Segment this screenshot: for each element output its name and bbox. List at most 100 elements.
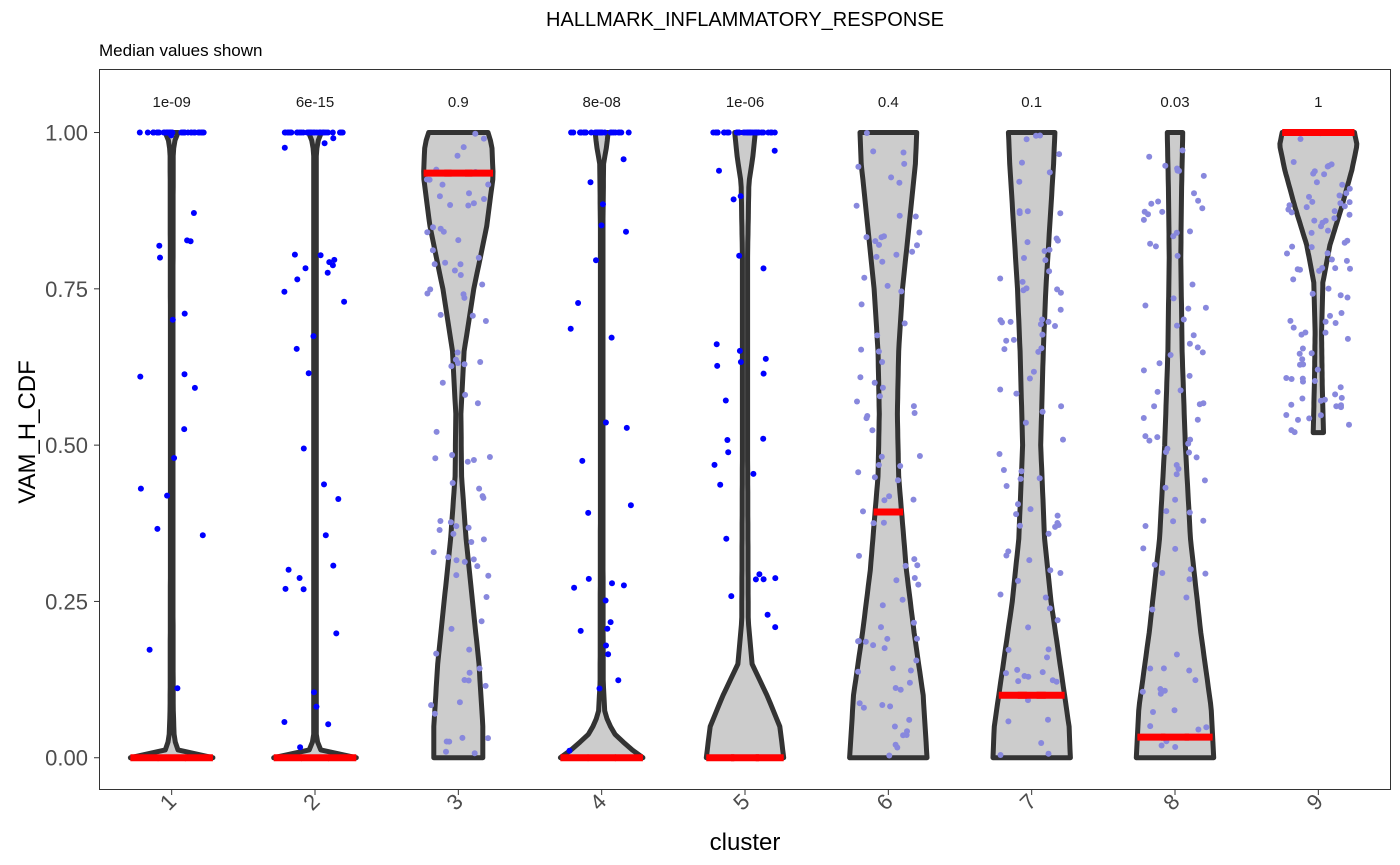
point-cluster-7: [1056, 151, 1063, 158]
point-cluster-8: [1159, 208, 1166, 215]
point-cluster-6: [875, 462, 882, 468]
point-cluster-8: [1162, 162, 1169, 169]
point-cluster-9: [1325, 285, 1332, 292]
point-cluster-6: [886, 493, 893, 500]
point-cluster-6: [894, 744, 901, 751]
point-cluster-8: [1146, 437, 1153, 444]
point-cluster-6: [858, 301, 865, 308]
point-cluster-1: [164, 492, 171, 499]
point-cluster-3: [437, 225, 444, 232]
point-cluster-4: [578, 129, 585, 136]
point-cluster-2: [294, 129, 301, 136]
point-cluster-6: [855, 163, 862, 170]
point-cluster-8: [1185, 305, 1192, 312]
point-cluster-3: [443, 748, 449, 755]
point-cluster-2: [329, 129, 336, 136]
point-cluster-6: [861, 274, 868, 281]
point-cluster-5: [710, 129, 717, 136]
point-cluster-6: [860, 508, 866, 515]
point-cluster-2: [321, 481, 327, 488]
point-cluster-3: [424, 229, 431, 236]
point-cluster-3: [474, 563, 481, 570]
y-tick-label-3: 0.75: [45, 277, 88, 302]
point-cluster-6: [893, 251, 900, 258]
point-cluster-9: [1295, 416, 1301, 423]
y-axis: 0.00 0.25 0.50 0.75 1.00: [45, 121, 100, 771]
point-cluster-6: [876, 393, 883, 400]
point-cluster-4: [620, 582, 627, 589]
point-cluster-3: [454, 152, 461, 159]
point-cluster-3: [454, 349, 461, 356]
point-cluster-4: [601, 129, 608, 136]
point-cluster-2: [317, 252, 324, 259]
point-cluster-6: [900, 149, 907, 156]
point-cluster-2: [335, 496, 342, 502]
point-cluster-8: [1140, 216, 1147, 223]
point-cluster-9: [1343, 257, 1350, 264]
point-cluster-1: [136, 129, 143, 136]
point-cluster-6: [907, 667, 914, 674]
point-cluster-9: [1346, 185, 1353, 192]
point-cluster-5: [772, 575, 779, 582]
point-cluster-2: [330, 135, 337, 142]
point-cluster-3: [428, 702, 435, 709]
point-cluster-6: [879, 258, 886, 265]
point-cluster-7: [1017, 475, 1024, 482]
point-cluster-7: [1007, 318, 1014, 325]
point-cluster-7: [1013, 390, 1020, 397]
point-cluster-3: [485, 572, 492, 579]
point-cluster-8: [1195, 726, 1202, 733]
point-cluster-3: [459, 734, 466, 741]
point-cluster-6: [855, 668, 862, 675]
point-cluster-9: [1297, 136, 1304, 142]
point-cluster-3: [452, 356, 459, 363]
point-cluster-8: [1191, 190, 1197, 197]
point-cluster-7: [1058, 403, 1065, 410]
point-cluster-6: [888, 174, 895, 181]
point-cluster-9: [1303, 204, 1310, 211]
point-cluster-4: [602, 419, 609, 426]
point-cluster-2: [300, 445, 307, 452]
point-cluster-2: [285, 566, 292, 573]
point-cluster-6: [915, 581, 922, 588]
point-cluster-6: [902, 562, 909, 569]
point-cluster-3: [433, 650, 440, 657]
point-cluster-7: [1019, 159, 1025, 166]
point-cluster-8: [1186, 667, 1193, 674]
point-cluster-3: [448, 363, 455, 370]
point-cluster-7: [1044, 654, 1050, 661]
point-cluster-6: [901, 160, 908, 167]
point-cluster-8: [1186, 509, 1193, 516]
point-cluster-6: [886, 752, 893, 759]
point-cluster-6: [857, 374, 864, 381]
point-cluster-4: [596, 685, 603, 692]
point-cluster-6: [913, 657, 920, 664]
point-cluster-6: [900, 732, 907, 739]
point-cluster-6: [862, 638, 869, 645]
point-cluster-8: [1154, 434, 1161, 441]
point-cluster-2: [310, 333, 317, 340]
point-cluster-7: [1003, 337, 1010, 344]
point-cluster-8: [1186, 449, 1192, 456]
point-cluster-7: [1025, 624, 1032, 631]
point-cluster-2: [316, 129, 323, 136]
point-cluster-6: [881, 233, 887, 240]
point-cluster-7: [1054, 617, 1061, 624]
point-cluster-2: [338, 129, 345, 136]
point-cluster-2: [300, 586, 307, 593]
point-cluster-7: [1057, 289, 1064, 296]
point-cluster-8: [1199, 349, 1206, 356]
point-cluster-8: [1203, 724, 1210, 731]
point-cluster-8: [1142, 302, 1149, 309]
point-cluster-3: [469, 312, 476, 319]
point-cluster-7: [1027, 506, 1034, 513]
point-cluster-9: [1331, 208, 1338, 215]
point-cluster-3: [478, 618, 485, 625]
point-cluster-8: [1151, 403, 1158, 410]
point-cluster-3: [447, 202, 454, 208]
violin-cluster-6: [847, 130, 930, 761]
y-tick-label-4: 1.00: [45, 121, 88, 146]
point-cluster-7: [1055, 522, 1062, 528]
point-cluster-8: [1159, 570, 1166, 576]
point-cluster-7: [1003, 483, 1010, 489]
